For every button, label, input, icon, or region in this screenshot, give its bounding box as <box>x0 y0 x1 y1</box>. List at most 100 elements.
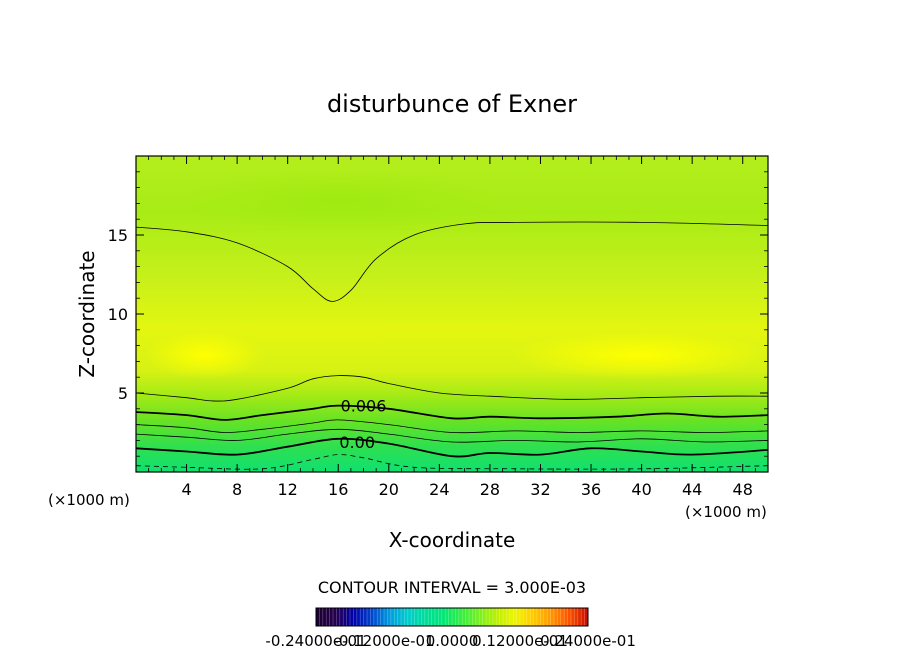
colorbar-cell <box>550 608 555 626</box>
x-tick-label-3: 16 <box>328 480 348 499</box>
x-tick-label-9: 40 <box>631 480 651 499</box>
y-axis-ticks: 5 10 15 <box>108 171 768 457</box>
colorbar-cell <box>496 608 500 626</box>
colorbar-cell <box>452 608 456 626</box>
y-tick-label-2: 15 <box>108 226 128 245</box>
x-tick-label-11: 48 <box>733 480 753 499</box>
colorbar-cell <box>363 608 368 626</box>
colorbar-cell <box>333 608 337 626</box>
colorbar-cell <box>547 608 551 626</box>
contour-label-1: 0.00 <box>339 433 375 452</box>
colorbar-cell <box>350 608 354 626</box>
colorbar-cell <box>431 608 436 626</box>
colorbar-cell <box>516 608 521 626</box>
contour-line-2 <box>136 404 768 421</box>
colorbar-cell <box>458 608 463 626</box>
colorbar-cell <box>353 608 358 626</box>
colorbar-cell <box>418 608 422 626</box>
colorbar-cell <box>380 608 385 626</box>
colorbar-cell <box>438 608 443 626</box>
colorbar-cell <box>509 608 514 626</box>
colorbar-cell <box>472 608 477 626</box>
colorbar-cell <box>455 608 460 626</box>
colorbar-cell <box>404 608 409 626</box>
colorbar-label-0: -0.24000e-01 <box>265 632 366 650</box>
colorbar-cell <box>523 608 528 626</box>
colorbar-cell <box>360 608 364 626</box>
colorbar-cell <box>482 608 487 626</box>
colorbar-cell <box>407 608 412 626</box>
colorbar-cell <box>537 608 541 626</box>
x-tick-label-0: 4 <box>181 480 191 499</box>
y-tick-label-1: 10 <box>108 305 128 324</box>
contour-line-4 <box>136 428 768 443</box>
colorbar-cell <box>421 608 426 626</box>
colorbar-cell <box>445 608 449 626</box>
x-unit-right: (×1000 m) <box>685 503 767 521</box>
contour-labels: 0.006 0.00 <box>339 397 386 452</box>
colorbar-cell <box>520 608 524 626</box>
colorbar-cell <box>367 608 371 626</box>
colorbar-label-1: -0.12000e-01 <box>333 632 434 650</box>
colorbar-cell <box>554 608 558 626</box>
x-tick-label-6: 28 <box>480 480 500 499</box>
colorbar-cell <box>336 608 341 626</box>
colorbar-cell <box>571 608 575 626</box>
y-axis-label: Z-coordinate <box>75 250 99 377</box>
contour-line-0 <box>136 221 768 302</box>
contour-line-3 <box>136 419 768 434</box>
colorbar-cell <box>329 608 334 626</box>
colorbar-cell <box>503 608 507 626</box>
x-tick-label-7: 32 <box>530 480 550 499</box>
colorbar-cell <box>326 608 330 626</box>
colorbar-cell <box>567 608 572 626</box>
colorbar-cell <box>557 608 562 626</box>
colorbar-cell <box>435 608 439 626</box>
colorbar-cell <box>584 608 589 626</box>
x-axis-ticks: 4 8 12 16 20 24 28 32 36 40 44 48 <box>148 156 756 499</box>
colorbar-cell <box>414 608 419 626</box>
colorbar-cell <box>319 608 324 626</box>
contour-lines <box>136 221 768 470</box>
colorbar-label-4: 0.24000e-01 <box>540 632 636 650</box>
field-lobe-top <box>180 170 500 230</box>
colorbar-cell <box>370 608 375 626</box>
colorbar-cell <box>322 608 327 626</box>
contour-line-1 <box>136 375 768 402</box>
colorbar-cell <box>469 608 473 626</box>
colorbar-cell <box>373 608 378 626</box>
colorbar-cell <box>533 608 538 626</box>
colorbar-cell <box>462 608 466 626</box>
colorbar-cell <box>499 608 504 626</box>
colorbar-cell <box>441 608 446 626</box>
colorbar-cell <box>530 608 534 626</box>
colorbar-cell <box>390 608 395 626</box>
plot-area <box>136 156 768 472</box>
colorbar-cell <box>428 608 432 626</box>
colorbar-label-3: 0.12000e-01 <box>472 632 568 650</box>
x-axis-label: X-coordinate <box>389 528 516 552</box>
x-unit-left: (×1000 m) <box>48 491 130 509</box>
chart-title: disturbunce of Exner <box>327 90 577 118</box>
colorbar-cell <box>448 608 453 626</box>
colorbar-cell <box>346 608 351 626</box>
colorbar-cell <box>343 608 347 626</box>
field-maximum-left <box>145 331 265 379</box>
x-tick-label-2: 12 <box>278 480 298 499</box>
colorbar-cell <box>394 608 398 626</box>
colorbar-cell <box>356 608 361 626</box>
colorbar-cell <box>506 608 511 626</box>
colorbar-cell <box>387 608 392 626</box>
colorbar-cell <box>543 608 548 626</box>
contour-interval-text: CONTOUR INTERVAL = 3.000E-03 <box>318 578 586 597</box>
y-tick-label-0: 5 <box>118 384 128 403</box>
colorbar-label-2: 0.0000 <box>426 632 479 650</box>
x-tick-label-1: 8 <box>232 480 242 499</box>
colorbar-cell <box>411 608 415 626</box>
colorbar-cell <box>377 608 381 626</box>
colorbar-cell <box>574 608 579 626</box>
colorbar-cell <box>564 608 568 626</box>
colorbar-cell <box>479 608 483 626</box>
colorbar-cell <box>560 608 565 626</box>
